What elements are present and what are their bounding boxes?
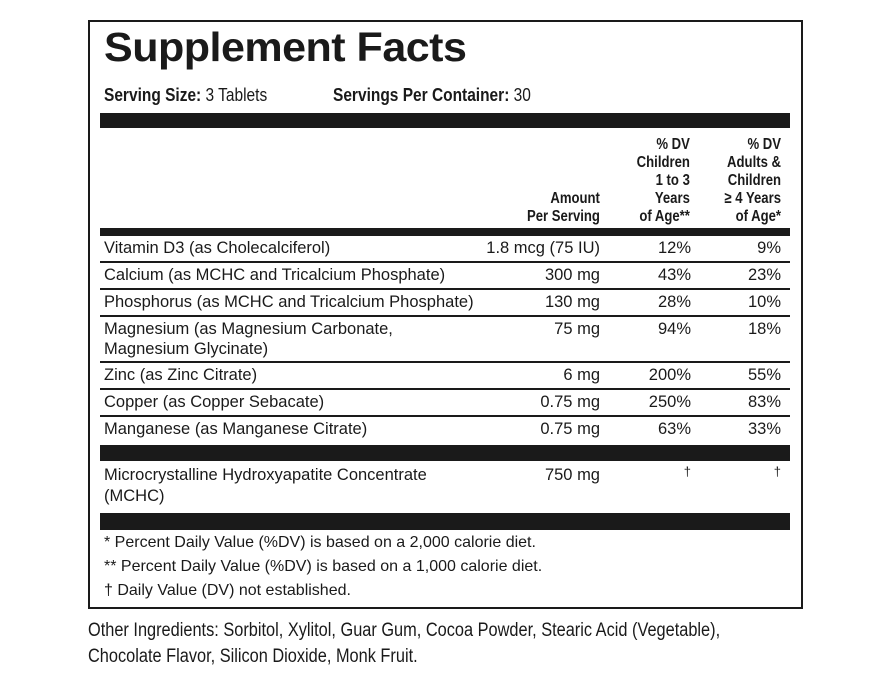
header-amount: Amount Per Serving [527,190,600,226]
dv-adults: 9% [757,239,781,257]
thick-divider [100,445,790,461]
header-line: % DV [656,136,690,153]
dv-adults: 33% [747,420,781,438]
dv-adults: 55% [747,366,781,384]
nutrient-row: Zinc (as Zinc Citrate) 6 mg 200% 55% [100,363,790,390]
header-line: Amount [550,190,600,207]
dv-children: † [683,464,691,479]
header-line: Years [654,190,690,207]
nutrient-name: Zinc (as Zinc Citrate) [104,366,258,384]
nutrient-row: Calcium (as MCHC and Tricalcium Phosphat… [100,263,790,290]
ingredient-name: Microcrystalline Hydroxyapatite Concentr… [104,466,427,484]
dv-adults: 23% [747,266,781,284]
serving-size-label: Serving Size: [104,85,202,105]
nutrient-amount: 1.8 mcg (75 IU) [486,239,600,257]
header-line: of Age* [735,208,781,225]
servings-per-container-label: Servings Per Container: [333,85,510,105]
other-ingredient-row: Microcrystalline Hydroxyapatite Concentr… [100,463,790,513]
header-line: Adults & [727,154,781,171]
nutrient-amount: 0.75 mg [540,420,600,438]
ingredient-amount: 750 mg [544,466,600,484]
serving-size-value: 3 Tablets [205,85,268,105]
nutrient-row: Vitamin D3 (as Cholecalciferol) 1.8 mcg (… [100,236,790,263]
dv-children: 63% [657,420,691,438]
thick-divider [100,113,790,128]
ingredient-name-cont: (MCHC) [104,487,165,505]
header-line: Children [636,154,690,171]
other-ingredients: Other Ingredients: Sorbitol, Xylitol, Gu… [88,620,721,641]
nutrient-row: Phosphorus (as MCHC and Tricalcium Phosp… [100,290,790,317]
header-line: Per Serving [527,208,600,225]
nutrient-row: Manganese (as Manganese Citrate) 0.75 mg 6… [100,417,790,445]
nutrient-amount: 300 mg [544,266,600,284]
footnote: † Daily Value (DV) not established. [104,582,351,599]
nutrient-amount: 130 mg [544,293,600,311]
header-line: of Age** [639,208,690,225]
servings-per-container: Servings Per Container: 30 [333,85,531,106]
header-line: Children [727,172,781,189]
dv-adults: 18% [747,320,781,338]
dv-children: 200% [648,366,691,384]
other-ingredients-cont: Chocolate Flavor, Silicon Dioxide, Monk … [88,646,418,667]
serving-size: Serving Size: 3 Tablets [104,85,267,106]
nutrient-row: Magnesium (as Magnesium Carbonate, Magnes… [100,317,790,363]
nutrient-name: Phosphorus (as MCHC and Tricalcium Phosp… [104,293,474,311]
nutrient-name-cont: Magnesium Glycinate) [104,340,269,358]
nutrient-amount: 6 mg [563,366,600,384]
footnote: ** Percent Daily Value (%DV) is based on… [104,558,543,575]
nutrient-row: Copper (as Copper Sebacate) 0.75 mg 250% 83… [100,390,790,417]
panel-title: Supplement Facts [104,24,467,70]
dv-children: 28% [657,293,691,311]
dv-adults: † [773,464,781,479]
nutrient-name: Manganese (as Manganese Citrate) [104,420,368,438]
header-line: ≥ 4 Years [724,190,781,207]
medium-divider [100,228,790,236]
header-line: 1 to 3 [655,172,690,189]
nutrient-name: Copper (as Copper Sebacate) [104,393,325,411]
dv-children: 94% [657,320,691,338]
dv-children: 250% [648,393,691,411]
nutrient-amount: 75 mg [554,320,600,338]
nutrient-name: Vitamin D3 (as Cholecalciferol) [104,239,331,257]
nutrient-name: Magnesium (as Magnesium Carbonate, [104,320,393,338]
dv-children: 12% [657,239,691,257]
dv-children: 43% [657,266,691,284]
thick-divider [100,513,790,530]
dv-adults: 83% [747,393,781,411]
header-dv-adults: % DV Adults & Children ≥ 4 Years of Age* [724,136,781,226]
dv-adults: 10% [747,293,781,311]
servings-per-container-value: 30 [513,85,531,105]
footnote: * Percent Daily Value (%DV) is based on … [104,534,536,551]
header-dv-children: % DV Children 1 to 3 Years of Age** [637,136,690,226]
header-line: % DV [747,136,781,153]
supplement-facts-panel [88,20,803,609]
nutrient-name: Calcium (as MCHC and Tricalcium Phosphat… [104,266,446,284]
nutrient-amount: 0.75 mg [540,393,600,411]
